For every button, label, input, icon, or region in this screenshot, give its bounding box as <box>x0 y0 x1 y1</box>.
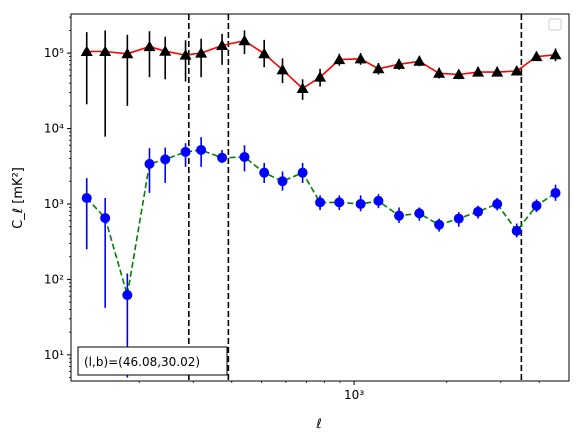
triangle-marker <box>314 71 327 82</box>
triangle-marker <box>491 66 504 77</box>
circle-marker <box>492 198 503 209</box>
triangle-marker <box>195 47 208 58</box>
triangle-marker <box>393 58 406 69</box>
triangle-marker <box>121 47 134 59</box>
circle-marker <box>355 198 366 209</box>
y-tick-label: 10¹ <box>44 348 64 362</box>
circle-marker <box>315 197 326 208</box>
circle-marker <box>239 151 250 162</box>
circle-marker <box>511 225 522 236</box>
circle-marker <box>196 144 207 155</box>
triangle-marker <box>296 82 309 93</box>
triangle-marker <box>276 63 289 75</box>
circle-marker <box>297 167 308 178</box>
circle-marker <box>217 152 228 163</box>
triangle-marker <box>549 48 562 60</box>
data-markers <box>80 34 562 301</box>
triangle-marker <box>143 40 156 52</box>
circle-marker <box>394 210 405 221</box>
triangle-marker <box>333 53 346 65</box>
triangle-marker <box>80 45 93 57</box>
y-tick-label: 10³ <box>44 197 64 211</box>
circle-marker <box>180 146 191 157</box>
triangle-marker <box>472 66 485 77</box>
circle-marker <box>373 195 384 206</box>
circle-marker <box>144 158 155 169</box>
y-axis-label: C_ℓ [mK²] <box>11 167 26 229</box>
triangle-marker <box>510 64 523 76</box>
circle-marker <box>81 193 92 204</box>
y-tick-label: 10⁵ <box>44 46 64 60</box>
circle-marker <box>473 206 484 217</box>
y-tick-label: 10² <box>44 272 64 286</box>
circle-marker <box>122 290 133 301</box>
circle-marker <box>259 167 270 178</box>
triangle-marker <box>238 34 251 46</box>
y-tick-label: 10⁴ <box>44 122 64 136</box>
axis-ticks: 10¹ 10² 10³ 10⁴ 10⁵ 10³ <box>44 16 540 402</box>
triangle-marker <box>452 68 465 80</box>
circle-marker <box>277 176 288 187</box>
triangle-marker <box>413 55 426 66</box>
triangle-marker <box>99 45 112 57</box>
triangle-marker <box>159 45 172 56</box>
triangle-marker <box>354 52 367 64</box>
circle-marker <box>550 187 561 198</box>
annotation-text: (l,b)=(46.08,30.02) <box>84 355 200 369</box>
triangle-marker <box>530 50 543 62</box>
triangle-marker <box>179 49 192 60</box>
triangle-marker <box>216 39 229 51</box>
vertical-reference-lines <box>188 14 523 381</box>
triangle-marker <box>433 67 446 78</box>
circle-marker <box>414 208 425 219</box>
circle-marker <box>531 200 542 211</box>
circle-marker <box>453 213 464 224</box>
triangle-marker <box>372 62 385 74</box>
x-axis-label: ℓ <box>315 417 321 432</box>
circle-marker <box>434 219 445 230</box>
x-tick-label: 10³ <box>344 388 364 402</box>
triangle-marker <box>258 47 271 59</box>
empty-legend-box <box>548 18 562 31</box>
circle-marker <box>334 197 345 208</box>
circle-marker <box>100 213 111 224</box>
circle-marker <box>160 154 171 165</box>
annotation-box: (l,b)=(46.08,30.02) <box>77 346 228 376</box>
